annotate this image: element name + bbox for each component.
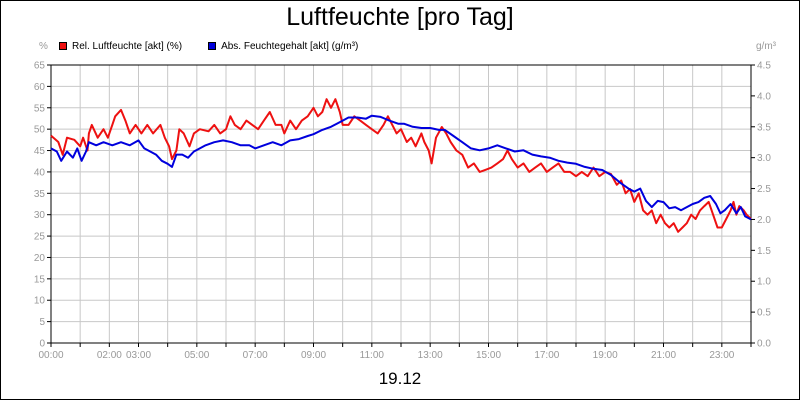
legend-swatch-rel <box>59 42 67 50</box>
left-axis-unit: % <box>39 41 48 52</box>
right-tick-label: 4.5 <box>757 61 771 72</box>
left-tick-label: 50 <box>34 125 46 136</box>
right-axis-unit: g/m³ <box>756 41 776 52</box>
chart-title: Luftfeuchte [pro Tag] <box>286 3 514 31</box>
right-tick-label: 2.5 <box>757 184 771 195</box>
left-tick-label: 35 <box>34 189 46 200</box>
left-tick-label: 15 <box>34 274 46 285</box>
right-tick-label: 0.5 <box>757 308 771 319</box>
left-tick-label: 55 <box>34 103 46 114</box>
left-tick-label: 5 <box>39 317 45 328</box>
x-tick-label: 21:00 <box>651 350 676 361</box>
left-tick-label: 25 <box>34 232 46 243</box>
right-tick-label: 4.0 <box>757 91 771 102</box>
date-label: 19.12 <box>378 369 422 388</box>
series-line-rel <box>50 98 752 233</box>
right-tick-label: 0.0 <box>757 339 771 350</box>
x-tick-label: 03:00 <box>126 350 151 361</box>
x-tick-label: 17:00 <box>534 350 559 361</box>
legend-item-rel: Rel. Luftfeuchte [akt] (%) <box>59 41 182 52</box>
series-line-abs <box>50 114 752 221</box>
right-tick-label: 3.5 <box>757 122 771 133</box>
left-tick-label: 10 <box>34 296 46 307</box>
x-tick-label: 19:00 <box>593 350 618 361</box>
x-tick-label: 05:00 <box>184 350 209 361</box>
x-tick-label: 13:00 <box>418 350 443 361</box>
x-tick-label: 07:00 <box>243 350 268 361</box>
legend-label-rel: Rel. Luftfeuchte [akt] (%) <box>72 40 183 52</box>
right-tick-label: 1.0 <box>757 277 771 288</box>
left-tick-label: 45 <box>34 146 46 157</box>
right-tick-label: 3.0 <box>757 153 771 164</box>
left-tick-label: 20 <box>34 253 46 264</box>
left-tick-label: 0 <box>39 339 45 350</box>
left-tick-label: 65 <box>34 61 46 72</box>
right-tick-label: 2.0 <box>757 215 771 226</box>
legend-swatch-abs <box>208 42 217 50</box>
x-tick-label: 00:00 <box>38 350 63 361</box>
legend: Rel. Luftfeuchte [akt] (%) Abs. Feuchteg… <box>59 39 384 53</box>
x-tick-label: 23:00 <box>709 350 734 361</box>
x-tick-label: 15:00 <box>476 350 501 361</box>
x-tick-label: 02:00 <box>97 350 122 361</box>
legend-item-abs: Abs. Feuchtegehalt [akt] (g/m³) <box>208 41 358 52</box>
x-tick-label: 09:00 <box>301 350 326 361</box>
left-tick-label: 40 <box>34 167 46 178</box>
right-tick-label: 1.5 <box>757 246 771 257</box>
x-tick-label: 11:00 <box>360 350 385 361</box>
left-tick-label: 30 <box>34 210 46 221</box>
legend-label-abs: Abs. Feuchtegehalt [akt] (g/m³) <box>221 40 359 52</box>
left-tick-label: 60 <box>34 82 46 93</box>
